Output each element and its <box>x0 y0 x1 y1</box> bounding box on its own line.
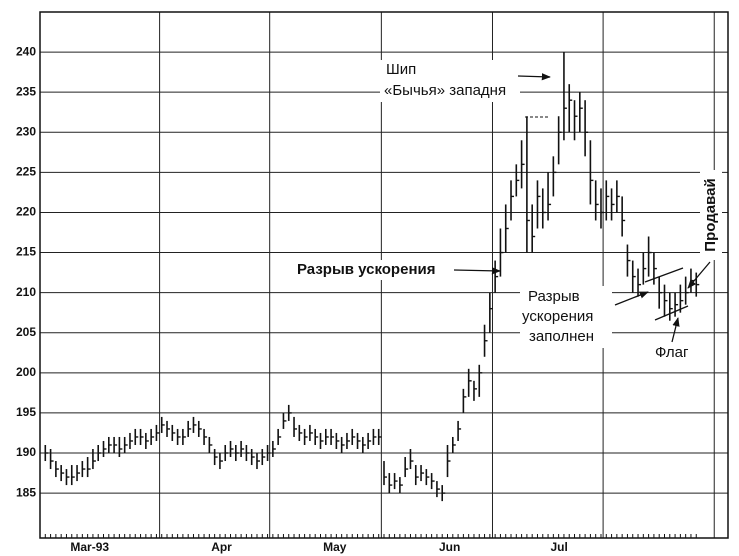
x-tick-label: Apr <box>211 540 232 554</box>
y-tick-label: 225 <box>16 165 36 179</box>
arrow <box>671 317 680 343</box>
arrow <box>453 267 501 275</box>
label-bg <box>380 60 520 102</box>
y-tick-label: 215 <box>16 245 36 259</box>
arrow <box>687 261 711 289</box>
y-tick-label: 185 <box>16 485 36 499</box>
annotation: Продавай <box>702 178 719 251</box>
annotation: заполнен <box>529 328 594 345</box>
grid <box>40 12 728 538</box>
label-bg <box>520 286 612 348</box>
x-tick-label: Jul <box>551 540 568 554</box>
flag-line <box>654 305 689 321</box>
annotation: «Бычья» западня <box>384 82 506 99</box>
y-tick-label: 205 <box>16 325 36 339</box>
annotation: Разрыв <box>528 288 580 305</box>
label-bg <box>650 343 696 363</box>
y-tick-label: 220 <box>16 205 36 219</box>
y-tick-label: 240 <box>16 44 36 58</box>
arrow <box>517 73 551 81</box>
y-tick-label: 190 <box>16 445 36 459</box>
label-bg <box>700 170 722 260</box>
flag-line <box>644 267 684 283</box>
x-tick-label: May <box>323 540 347 554</box>
annotation: ускорения <box>522 308 593 325</box>
plot-frame <box>39 11 729 539</box>
y-tick-label: 230 <box>16 124 36 138</box>
label-bg <box>294 260 450 280</box>
y-tick-label: 210 <box>16 285 36 299</box>
y-tick-label: 235 <box>16 84 36 98</box>
annotation: Флаг <box>655 344 689 361</box>
y-tick-label: 200 <box>16 365 36 379</box>
annotation: Разрыв ускорения <box>297 261 435 278</box>
y-tick-label: 195 <box>16 405 36 419</box>
arrow <box>614 291 649 306</box>
x-tick-label: Jun <box>439 540 460 554</box>
x-tick-label: Mar-93 <box>70 540 109 554</box>
annotation: Шип <box>386 61 416 78</box>
